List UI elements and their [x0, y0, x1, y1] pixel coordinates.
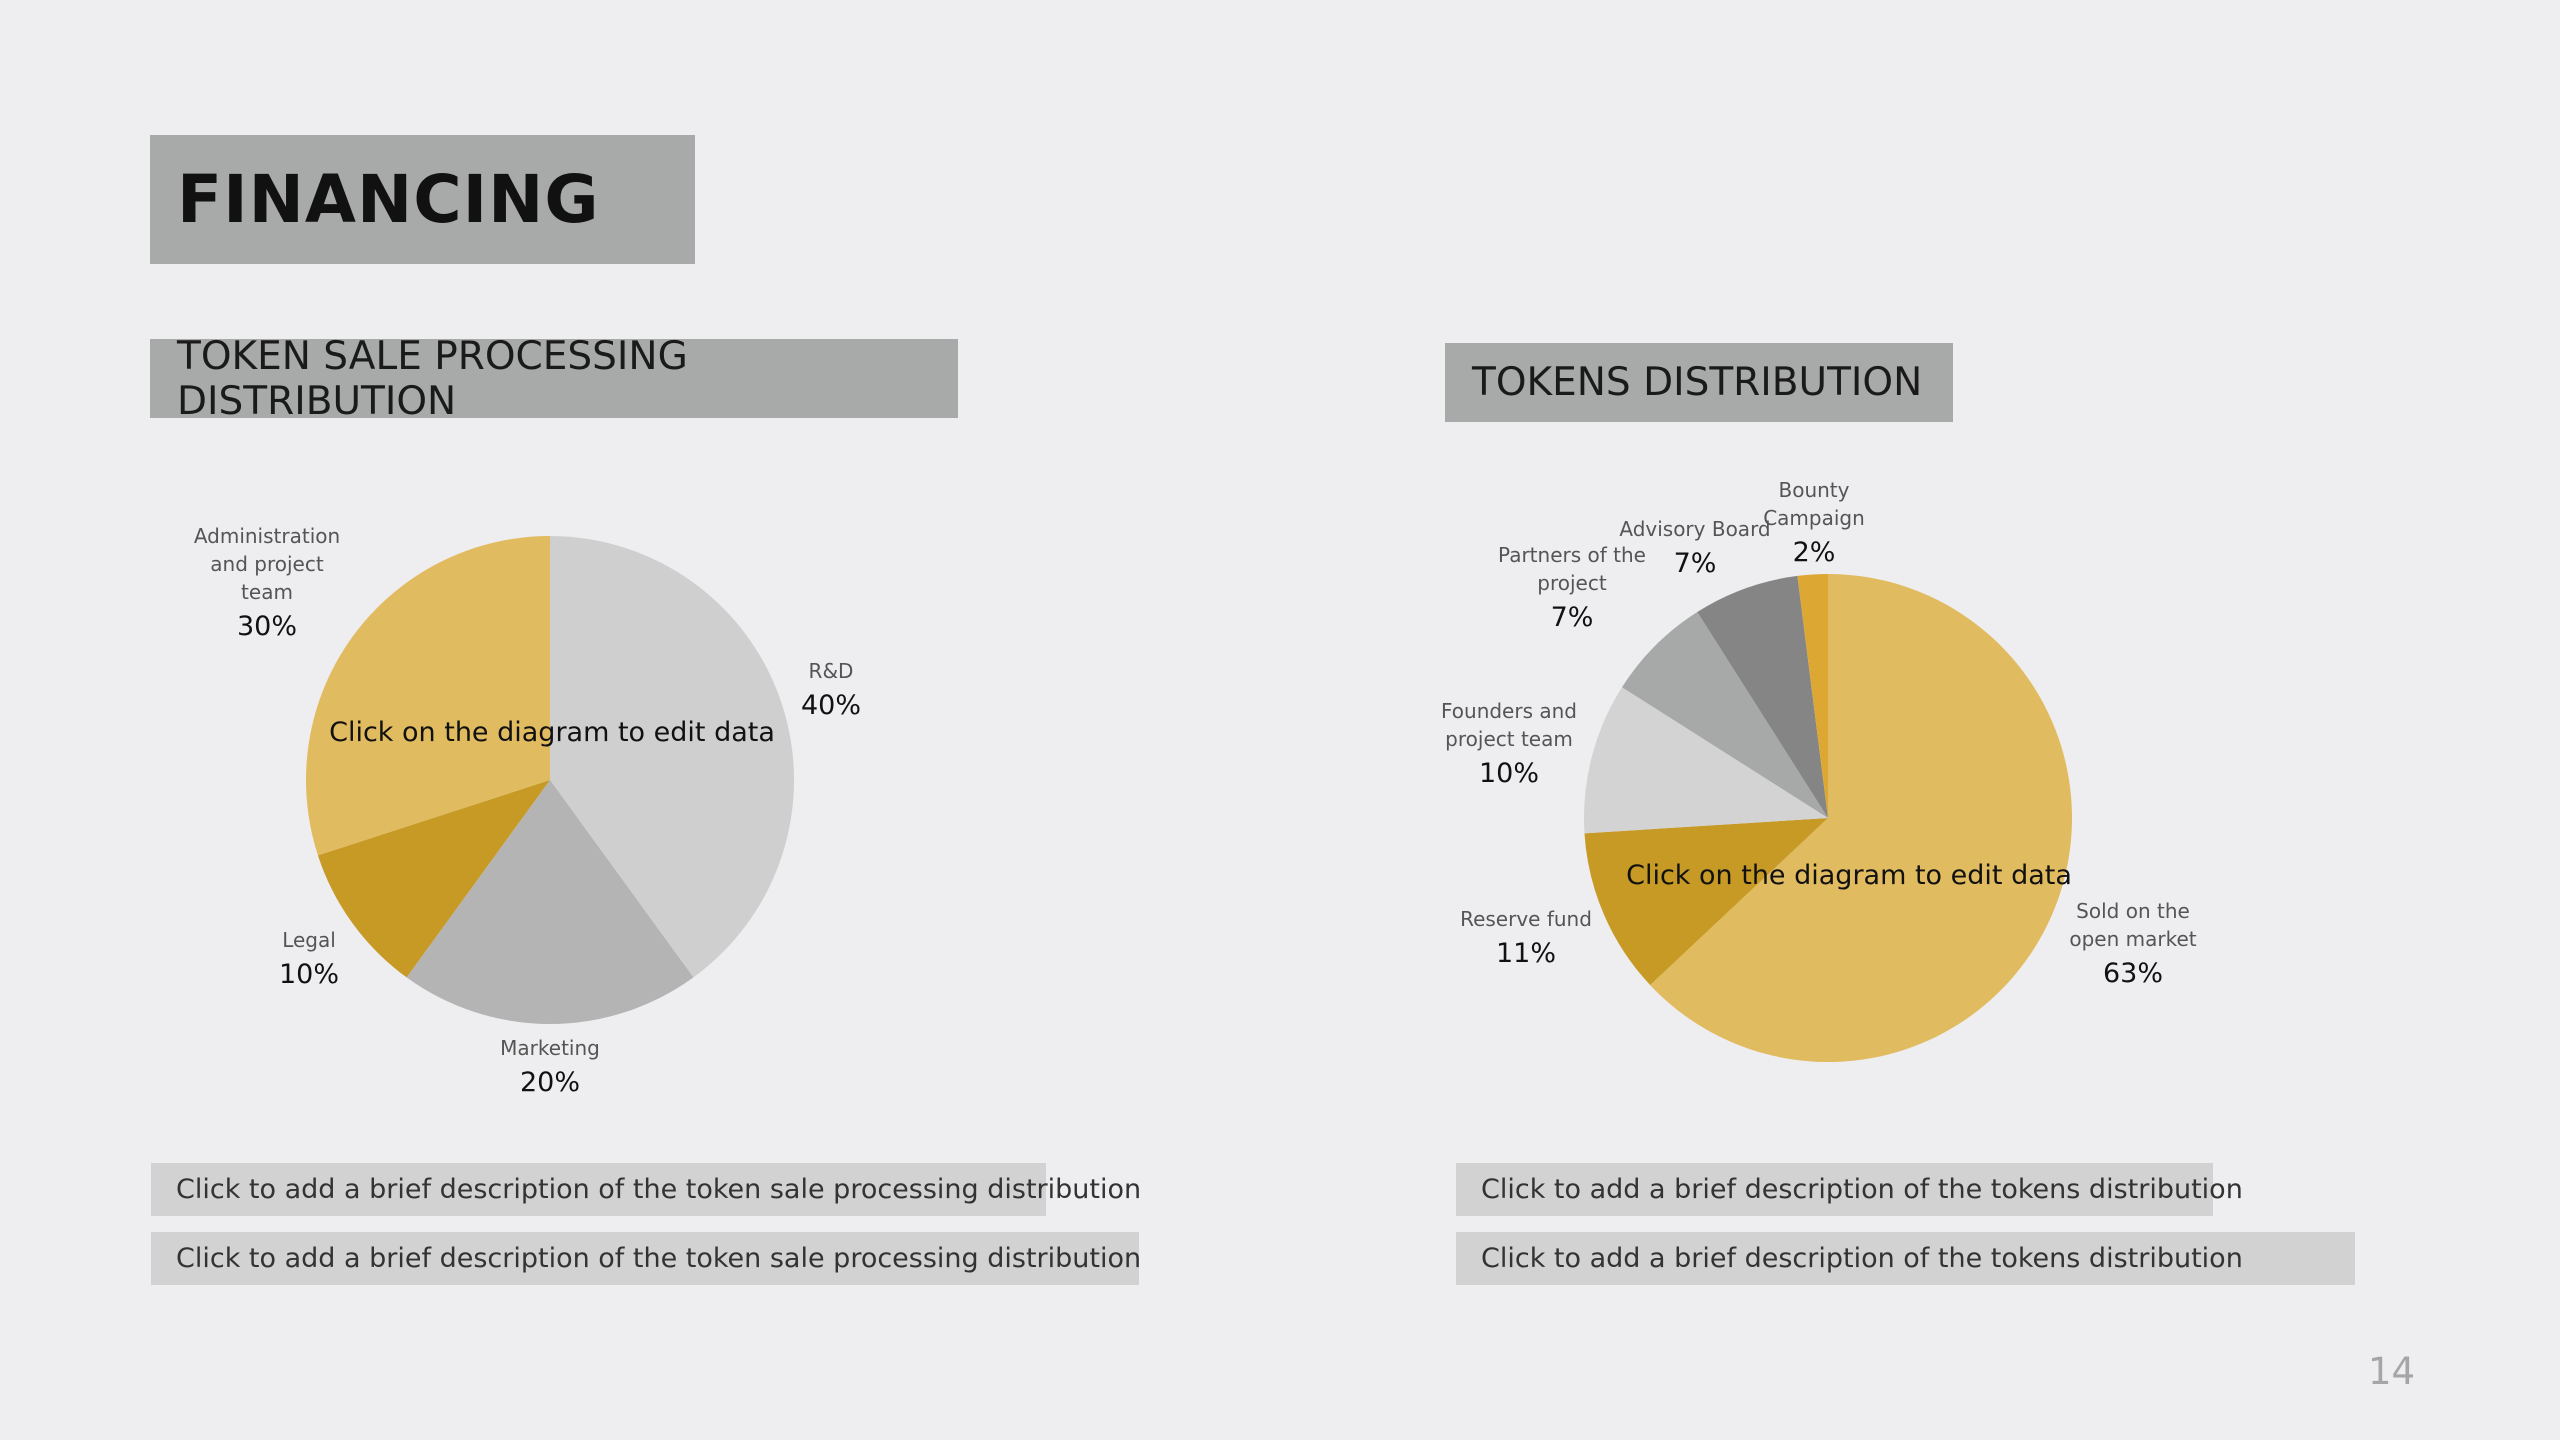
- pie-slice-administration-and-project-team[interactable]: [305, 536, 550, 856]
- slice-label-bounty-campaign: Bounty Campaign 2%: [1763, 478, 1865, 568]
- slice-label-reserve-fund: Reserve fund 11%: [1460, 907, 1592, 969]
- slice-label-legal: Legal 10%: [279, 928, 339, 990]
- right-heading-box[interactable]: TOKENS DISTRIBUTION: [1445, 343, 1953, 422]
- left-center-note[interactable]: Click on the diagram to edit data: [329, 717, 775, 748]
- slice-value-bounty-campaign: 2%: [1793, 537, 1836, 568]
- slice-name-administration-and-project-team-line-0: Administration: [194, 524, 340, 548]
- slice-name-administration-and-project-team-line-2: team: [241, 580, 293, 604]
- right-heading: TOKENS DISTRIBUTION: [1472, 360, 1923, 405]
- slice-label-founders-and-project-team: Founders and project team 10%: [1441, 699, 1577, 789]
- slice-name-bounty-campaign-line-1: Campaign: [1763, 506, 1865, 530]
- slice-name-legal-line-0: Legal: [282, 928, 336, 952]
- slide-title: FINANCING: [177, 161, 600, 238]
- slice-value-sold-on-the-open-market: 63%: [2103, 958, 2163, 989]
- slice-name-administration-and-project-team-line-1: and project: [210, 552, 324, 576]
- pie-slice-sold-on-the-open-market[interactable]: [1650, 573, 2072, 1062]
- pie-slice-partners-of-the-project[interactable]: [1621, 611, 1828, 818]
- pie-slice-advisory-board[interactable]: [1697, 575, 1828, 818]
- slice-label-partners-of-the-project: Partners of the project 7%: [1498, 543, 1646, 633]
- left-heading-box[interactable]: TOKEN SALE PROCESSING DISTRIBUTION: [150, 334, 958, 424]
- pie-chart-tokens[interactable]: Sold on the open market 63% Reserve fund 11%…: [1441, 478, 2197, 1062]
- left-description-2-text: Click to add a brief description of the …: [176, 1243, 1142, 1274]
- slice-value-founders-and-project-team: 10%: [1479, 758, 1539, 789]
- slice-name-founders-and-project-team-line-1: project team: [1445, 727, 1573, 751]
- slice-value-advisory-board: 7%: [1674, 548, 1717, 579]
- pie-slice-marketing[interactable]: [406, 780, 694, 1024]
- slide-title-box[interactable]: FINANCING: [150, 135, 695, 264]
- slice-name-sold-on-the-open-market-line-0: Sold on the: [2076, 899, 2190, 923]
- pie-slice-r-d[interactable]: [550, 536, 794, 978]
- slice-label-advisory-board: Advisory Board 7%: [1619, 517, 1770, 579]
- pie-slice-reserve-fund[interactable]: [1584, 818, 1828, 986]
- right-description-1[interactable]: Click to add a brief description of the …: [1456, 1163, 2243, 1216]
- slice-value-reserve-fund: 11%: [1496, 938, 1556, 969]
- slice-label-r-d: R&D 40%: [801, 659, 861, 721]
- slice-name-r-d-line-0: R&D: [809, 659, 854, 683]
- slice-label-marketing: Marketing 20%: [500, 1036, 600, 1098]
- right-description-2[interactable]: Click to add a brief description of the …: [1456, 1232, 2355, 1285]
- slice-name-partners-of-the-project-line-1: project: [1537, 571, 1607, 595]
- slice-value-partners-of-the-project: 7%: [1551, 602, 1594, 633]
- slice-value-r-d: 40%: [801, 690, 861, 721]
- right-description-2-text: Click to add a brief description of the …: [1481, 1243, 2243, 1274]
- left-heading: TOKEN SALE PROCESSING DISTRIBUTION: [177, 333, 688, 424]
- right-description-1-text: Click to add a brief description of the …: [1481, 1174, 2243, 1205]
- slice-name-marketing-line-0: Marketing: [500, 1036, 600, 1060]
- pie-slice-founders-and-project-team[interactable]: [1583, 687, 1828, 834]
- slice-label-sold-on-the-open-market: Sold on the open market 63%: [2069, 899, 2196, 989]
- slice-value-marketing: 20%: [520, 1067, 580, 1098]
- slice-label-administration-and-project-team: Administration and project team 30%: [194, 524, 340, 642]
- right-center-note[interactable]: Click on the diagram to edit data: [1626, 860, 2072, 891]
- page-number: 14: [2368, 1350, 2416, 1393]
- slice-name-bounty-campaign-line-0: Bounty: [1779, 478, 1850, 502]
- slice-name-advisory-board-line-0: Advisory Board: [1619, 517, 1770, 541]
- slice-name-partners-of-the-project-line-0: Partners of the: [1498, 543, 1646, 567]
- pie-slice-legal[interactable]: [317, 780, 550, 978]
- slice-value-administration-and-project-team: 30%: [237, 611, 297, 642]
- pie-slice-bounty-campaign[interactable]: [1797, 574, 1828, 818]
- pie-chart-token-sale[interactable]: R&D 40% Marketing 20% Legal 10% Administration…: [194, 524, 861, 1098]
- slice-name-sold-on-the-open-market-line-1: open market: [2069, 927, 2196, 951]
- left-description-1-text: Click to add a brief description of the …: [176, 1174, 1142, 1205]
- slice-name-reserve-fund-line-0: Reserve fund: [1460, 907, 1592, 931]
- slice-name-founders-and-project-team-line-0: Founders and: [1441, 699, 1577, 723]
- left-description-2[interactable]: Click to add a brief description of the …: [151, 1232, 1142, 1285]
- left-description-1[interactable]: Click to add a brief description of the …: [151, 1163, 1141, 1216]
- slice-value-legal: 10%: [279, 959, 339, 990]
